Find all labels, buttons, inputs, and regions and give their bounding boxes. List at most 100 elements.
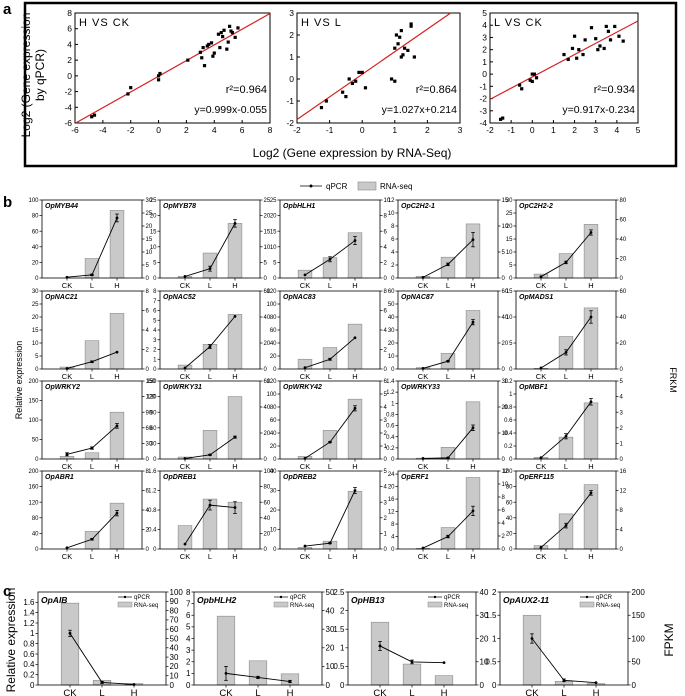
left-y-tick-label: 100 (502, 469, 513, 475)
right-y-tick-label: 1 (384, 444, 388, 450)
category-label: CK (62, 552, 72, 561)
qpcr-point (589, 315, 593, 319)
regression-equation: y=0.917x-0.234 (562, 104, 635, 116)
ylabel-line-1: Log2 (Gene expression (19, 13, 33, 138)
category-label: L (564, 552, 568, 561)
right-y-tick-label: 16 (620, 469, 627, 475)
left-y-tick-label: 0 (35, 457, 39, 463)
right-y-tick-label: 5 (384, 392, 388, 398)
y-tick-label: 2 (482, 45, 487, 55)
right-y-tick-label: 80 (170, 606, 179, 615)
right-y-tick-label: 20 (170, 662, 179, 671)
scatter-point (201, 45, 205, 50)
right-y-tick-label: 20 (620, 341, 627, 347)
left-y-tick-label: 30 (270, 489, 277, 495)
category-label: H (232, 552, 237, 561)
left-y-tick-label: 3 (153, 338, 157, 344)
legend-rnaseq-swatch (273, 601, 289, 608)
left-y-tick-label: 0 (273, 547, 277, 553)
qpcr-point (353, 406, 357, 410)
panel-label-a: a (3, 1, 12, 18)
category-label: L (446, 372, 450, 381)
right-y-tick-label: 20 (326, 644, 335, 653)
scatter-point (617, 34, 621, 38)
right-y-tick-label: 100 (632, 634, 646, 643)
gene-title: OpMBF1 (519, 384, 548, 391)
right-y-tick-label: 6 (384, 229, 388, 235)
right-y-tick-label: 15 (264, 229, 271, 235)
qpcr-point (90, 537, 94, 541)
gene-title: OpNAC83 (283, 294, 316, 301)
left-y-tick-label: 120 (266, 289, 277, 295)
left-y-tick-label: 15 (32, 328, 39, 334)
right-y-tick-label: 12 (620, 489, 627, 495)
left-y-tick-label: 4 (186, 634, 191, 643)
left-y-tick-label: 1 (153, 357, 157, 363)
y-tick-label: 5 (482, 8, 487, 18)
scatter-point (501, 116, 505, 120)
legend-rnaseq-label: RNA-seq (596, 603, 620, 609)
left-y-tick-label: 30 (150, 442, 157, 448)
left-y-tick-label: 80 (506, 485, 513, 491)
scatter-point (228, 24, 232, 28)
category-label: L (328, 281, 332, 290)
qpcr-point (471, 509, 475, 513)
right-y-tick-label: 25 (264, 198, 271, 204)
right-y-tick-label: 3 (384, 418, 388, 424)
right-y-tick-label: 20 (264, 214, 271, 220)
left-y-tick-label: 2 (340, 606, 345, 615)
qpcr-point (421, 275, 425, 279)
right-y-tick-label: 2 (384, 348, 388, 354)
qpcr-point (65, 452, 69, 456)
category-label: CK (300, 552, 310, 561)
left-y-tick-label: 2 (186, 658, 191, 667)
y-tick-label: 2 (67, 55, 72, 65)
right-y-tick-label: 60 (170, 625, 179, 634)
right-y-tick-label: 20 (480, 634, 489, 643)
right-y-tick-label: 5 (146, 263, 150, 269)
left-y-tick-label: 1.2 (504, 379, 513, 385)
category-label: L (446, 462, 450, 471)
gene-title: OpWRKY42 (283, 384, 322, 391)
scatter-point (534, 76, 539, 80)
left-y-tick-label: 0 (391, 276, 395, 282)
right-y-tick-label: 0 (502, 367, 506, 373)
gene-title: OpERF115 (519, 474, 554, 481)
legend-rnaseq-label: RNA-seq (290, 603, 314, 609)
right-y-tick-label: 10 (480, 658, 489, 667)
x-tick-label: -2 (486, 125, 494, 135)
scatter-point (409, 22, 413, 26)
right-y-tick-label: 20 (502, 405, 509, 411)
qpcr-point (564, 524, 568, 527)
legend-qpcr-label: qPCR (290, 595, 307, 601)
right-y-tick-label: 0 (146, 367, 150, 373)
right-y-tick-label: 50 (632, 658, 641, 667)
left-y-tick-label: 60 (270, 418, 277, 424)
qpcr-point (539, 546, 543, 549)
left-y-tick-label: 10 (270, 528, 277, 534)
rnaseq-bar (227, 396, 243, 460)
y-tick-label: 3 (289, 8, 294, 18)
qpcr-point (410, 660, 414, 664)
left-y-tick-label: 20 (388, 341, 395, 347)
y-tick-label: -1 (479, 81, 487, 91)
gene-title: OpHB13 (351, 595, 385, 605)
y-tick-label: 8 (67, 8, 72, 18)
scatter-point (209, 41, 214, 45)
left-y-tick-label: 5 (273, 261, 277, 267)
legend-qpcr-marker (433, 595, 437, 599)
right-y-tick-label: 4 (620, 395, 624, 401)
right-y-tick-label: 25 (146, 211, 153, 217)
ylabel-frkm: FRKM (668, 367, 678, 393)
scatter-point (207, 42, 211, 47)
left-y-tick-label: 60 (270, 328, 277, 334)
scatter-point (341, 90, 345, 94)
qpcr-point (208, 503, 212, 507)
category-label: CK (180, 462, 190, 471)
scatter-point (319, 106, 324, 110)
left-y-tick-label: 1.5 (485, 611, 497, 620)
scatter-point (402, 46, 407, 50)
right-y-tick-label: 2 (502, 534, 506, 540)
left-y-tick-label: 0.2 (386, 446, 395, 452)
regression-line (296, 12, 451, 120)
